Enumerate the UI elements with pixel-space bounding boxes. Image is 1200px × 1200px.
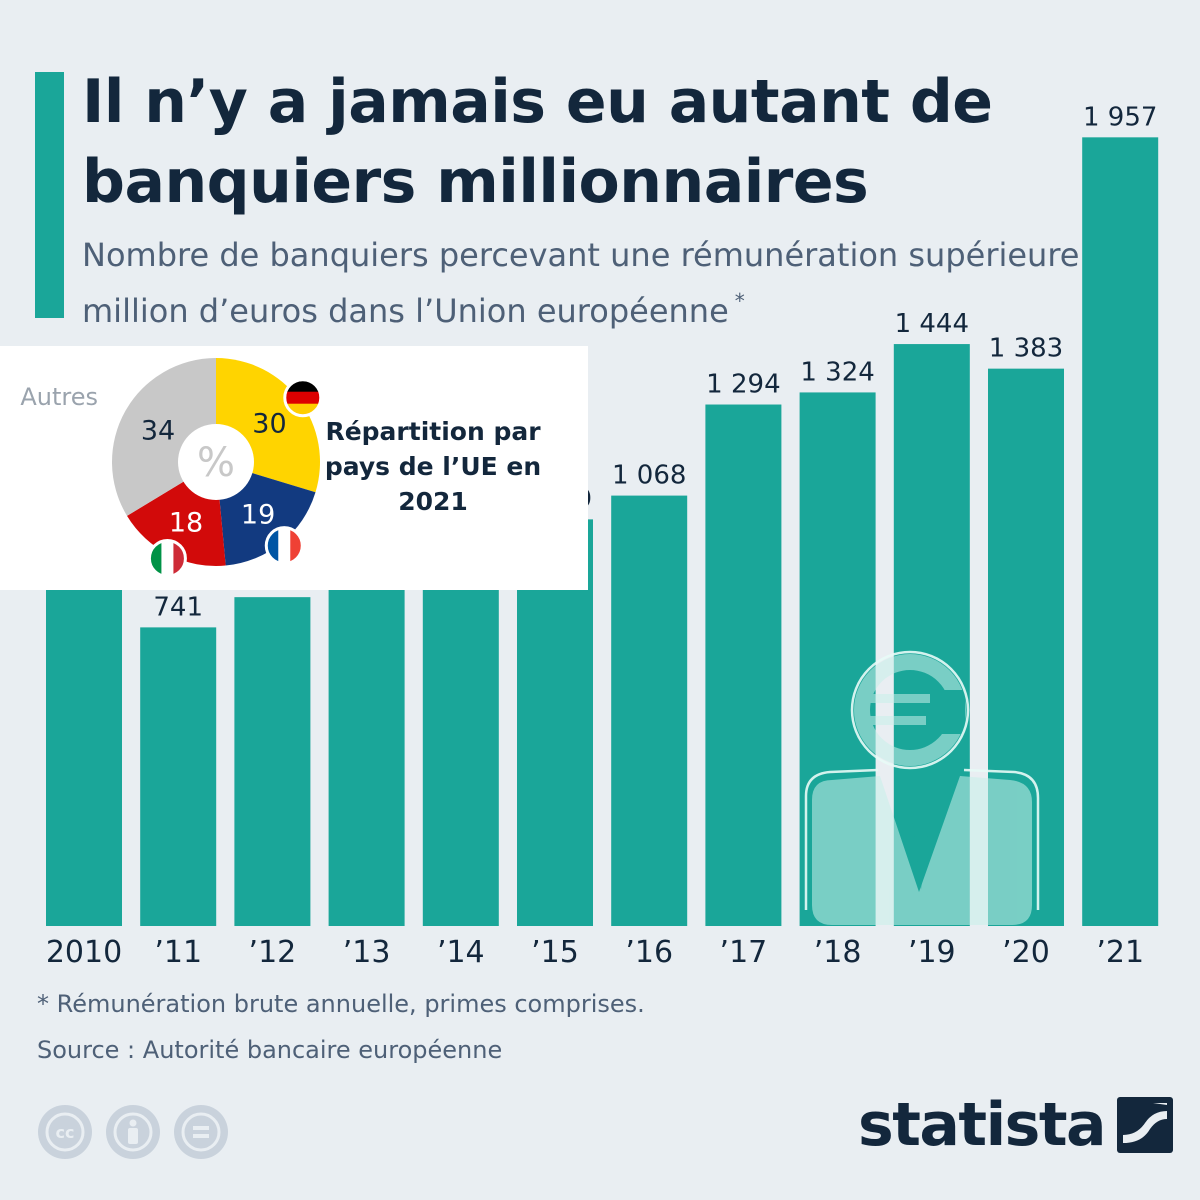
bar bbox=[705, 404, 782, 926]
page-title: Il n’y a jamais eu autant de banquiers m… bbox=[82, 67, 993, 217]
pie-center bbox=[178, 424, 254, 500]
svg-text:cc: cc bbox=[56, 1123, 75, 1142]
bar bbox=[422, 547, 499, 926]
bar-value-label: 1 324 bbox=[800, 357, 874, 387]
bar-value-label: 1 294 bbox=[706, 370, 780, 400]
category-label: ’14 bbox=[437, 935, 485, 970]
category-label: ’11 bbox=[154, 935, 202, 970]
bar bbox=[611, 495, 688, 926]
category-label: ’21 bbox=[1096, 935, 1144, 970]
source-note: Source : Autorité bancaire européenne bbox=[37, 1036, 503, 1064]
pie-chart: 30 19 18 34 Autres% bbox=[20, 358, 323, 578]
creative-commons-icon[interactable]: cc bbox=[38, 1105, 92, 1159]
bar bbox=[1082, 137, 1159, 927]
page-subtitle: Nombre de banquiers percevant une rémuné… bbox=[82, 232, 1162, 334]
banker-outline bbox=[804, 650, 1040, 910]
bar-value-label: 1 383 bbox=[989, 334, 1063, 364]
pie-other-label: Autres bbox=[20, 383, 98, 411]
pie-center-label: % bbox=[197, 440, 235, 486]
subtitle-marker: * bbox=[734, 289, 745, 313]
category-label: ’20 bbox=[1002, 935, 1050, 970]
statista-logo[interactable]: statista bbox=[858, 1090, 1174, 1160]
category-label: ’17 bbox=[720, 935, 768, 970]
category-label: ’12 bbox=[249, 935, 297, 970]
bar-value-label: 1 068 bbox=[612, 461, 686, 491]
brand-name: statista bbox=[858, 1090, 1107, 1160]
category-label: ’15 bbox=[531, 935, 579, 970]
pie-slice-label: 18 bbox=[169, 507, 203, 538]
category-label: ’19 bbox=[908, 935, 956, 970]
category-label: 2010 bbox=[46, 935, 122, 970]
pie-slice-label: 34 bbox=[141, 415, 175, 446]
category-label: ’18 bbox=[814, 935, 862, 970]
bar-value-label: 1 444 bbox=[895, 309, 969, 339]
category-label: ’13 bbox=[343, 935, 391, 970]
license-icons: cc bbox=[38, 1105, 228, 1159]
category-labels: 2010 ’11 ’12 ’13 ’14 ’15 ’16 ’17 ’18 ’19 ’20 ’21 bbox=[46, 935, 1144, 970]
attribution-icon[interactable] bbox=[106, 1105, 160, 1159]
no-derivatives-icon[interactable] bbox=[174, 1105, 228, 1159]
bar-value-label: 1 957 bbox=[1083, 102, 1157, 132]
bar bbox=[46, 562, 122, 926]
bar-value-label: 741 bbox=[153, 592, 203, 622]
title-accent-bar bbox=[35, 72, 64, 318]
pie-slice-label: 19 bbox=[241, 500, 275, 531]
banker-euro-icon bbox=[812, 654, 1032, 925]
subtitle-text: Nombre de banquiers percevant une rémuné… bbox=[82, 236, 1140, 330]
pie-slice-label: 30 bbox=[252, 408, 286, 439]
footnote: * Rémunération brute annuelle, primes co… bbox=[37, 990, 645, 1018]
category-label: ’16 bbox=[625, 935, 673, 970]
pie-title: Répartition par pays de l’UE en 2021 bbox=[324, 417, 542, 516]
bar bbox=[140, 627, 217, 926]
bar bbox=[234, 597, 311, 926]
statista-mark-icon bbox=[1117, 1097, 1174, 1153]
